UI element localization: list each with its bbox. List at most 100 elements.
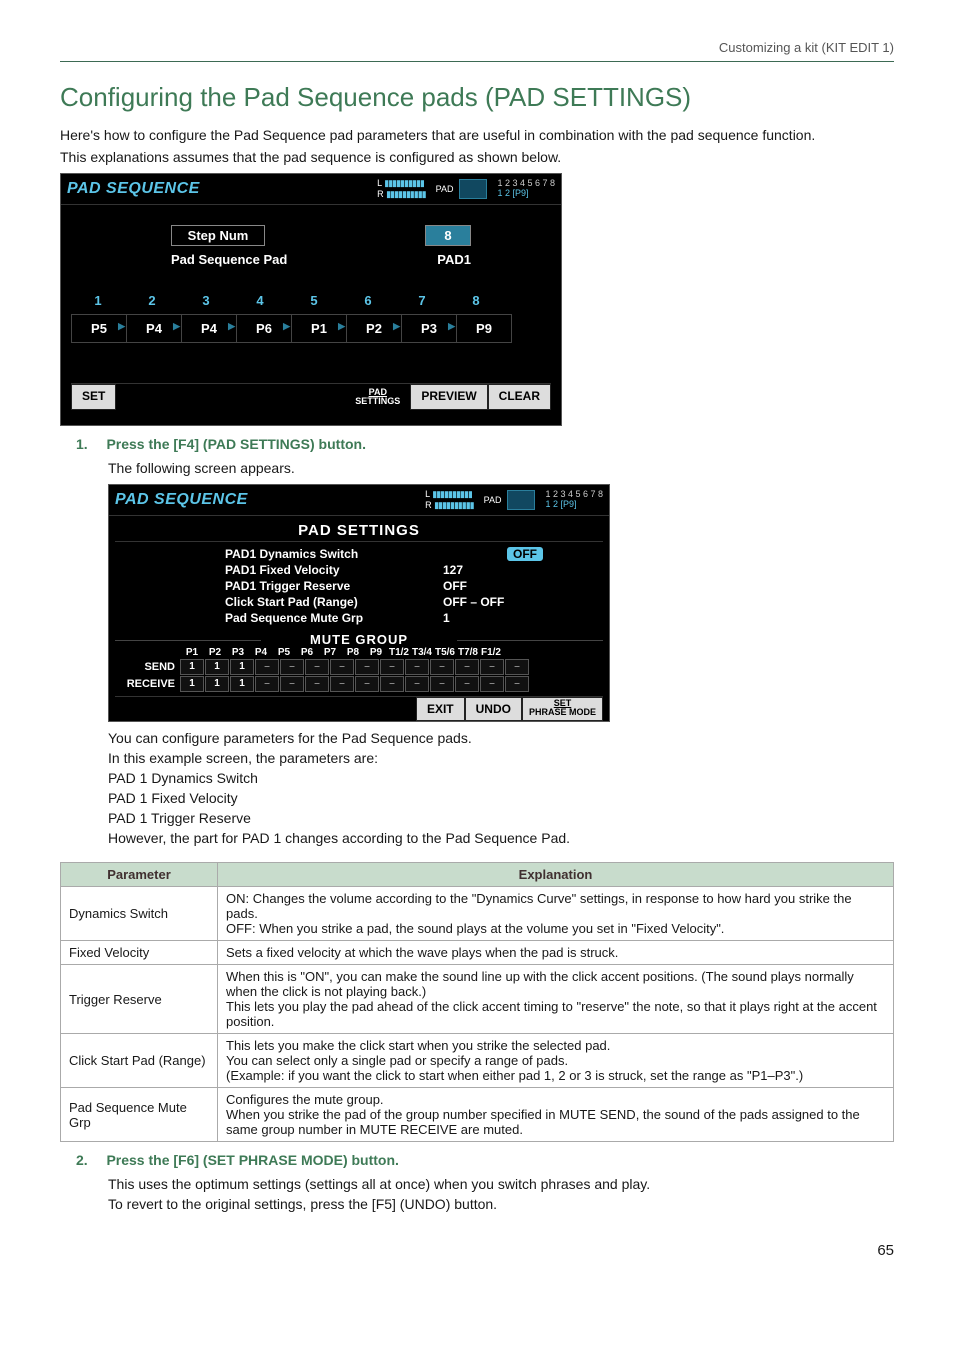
parameter-table: Parameter Explanation Dynamics SwitchON:… [60, 862, 894, 1142]
screenshot-pad-sequence: PAD SEQUENCE L ▮▮▮▮▮▮▮▮▮▮ R ▮▮▮▮▮▮▮▮▮▮ P… [60, 173, 562, 426]
ss2-title: PAD SEQUENCE [115, 491, 248, 509]
mute-cell [380, 676, 404, 692]
running-head: Customizing a kit (KIT EDIT 1) [60, 40, 894, 55]
mute-cell [505, 659, 529, 675]
mute-cell [505, 676, 529, 692]
pad-indicator-label: PAD [436, 184, 454, 194]
step-1-number: 1. [76, 436, 102, 452]
mute-group-grid: P1P2P3P4P5P6P7P8P9T1/2T3/4T5/6T7/8F1/2 S… [115, 647, 603, 692]
mute-cell [455, 659, 479, 675]
mute-cell [380, 659, 404, 675]
mute-cell: 1 [205, 659, 229, 675]
mute-cell [480, 676, 504, 692]
intro-paragraph-1: Here's how to configure the Pad Sequence… [60, 127, 894, 143]
step-value: P4▶ [181, 314, 236, 343]
mute-cell: 1 [180, 659, 204, 675]
mute-cell [305, 676, 329, 692]
mute-cell [405, 676, 429, 692]
mute-cell [255, 676, 279, 692]
mute-cell [330, 676, 354, 692]
after-ss2-p1: You can configure parameters for the Pad… [108, 730, 894, 746]
section-title: Configuring the Pad Sequence pads (PAD S… [60, 82, 894, 113]
step-value: P2▶ [346, 314, 401, 343]
set-phrase-mode-button[interactable]: SET PHRASE MODE [522, 697, 603, 721]
step-value: P9 [456, 314, 512, 343]
after-ss2-p2: In this example screen, the parameters a… [108, 750, 894, 766]
mute-send-label: SEND [115, 661, 179, 673]
param-table-head-expl: Explanation [218, 863, 894, 887]
step-num-label: Step Num [171, 225, 265, 246]
mute-cell [355, 676, 379, 692]
after-ss2-p6: However, the part for PAD 1 changes acco… [108, 830, 894, 846]
step-number: 7 [395, 293, 449, 314]
step-grid: 12345678 P5▶P4▶P4▶P6▶P1▶P2▶P3▶P9 [71, 293, 551, 343]
step-2: 2. Press the [F6] (SET PHRASE MODE) butt… [76, 1152, 894, 1212]
mute-cell [255, 659, 279, 675]
step-value: P3▶ [401, 314, 456, 343]
clear-button[interactable]: CLEAR [488, 384, 551, 410]
meter-l-bars: ▮▮▮▮▮▮▮▮▮▮ [384, 178, 424, 188]
mute-cell [455, 676, 479, 692]
ss2-setting-row: Pad Sequence Mute Grp1 [115, 610, 603, 626]
mute-cell: 1 [230, 676, 254, 692]
step-number: 8 [449, 293, 503, 314]
step-number: 6 [341, 293, 395, 314]
ss2-heading: PAD SETTINGS [115, 520, 603, 541]
meter-l-label: L [377, 178, 382, 188]
mute-receive-label: RECEIVE [115, 678, 179, 690]
mute-cell [355, 659, 379, 675]
mute-cell [430, 659, 454, 675]
mute-cell [330, 659, 354, 675]
set-button[interactable]: SET [71, 384, 116, 410]
step-2-body-2: To revert to the original settings, pres… [108, 1196, 894, 1212]
step-1-following: The following screen appears. [108, 460, 894, 476]
step-value: P4▶ [126, 314, 181, 343]
intro-paragraph-2: This explanations assumes that the pad s… [60, 149, 894, 165]
undo-button[interactable]: UNDO [465, 697, 522, 721]
step-num-value: 8 [425, 225, 471, 246]
table-row: Trigger ReserveWhen this is "ON", you ca… [61, 965, 894, 1034]
mute-cell [280, 659, 304, 675]
step-number: 5 [287, 293, 341, 314]
step-number: 2 [125, 293, 179, 314]
mute-cell [480, 659, 504, 675]
meter-r-bars: ▮▮▮▮▮▮▮▮▮▮ [386, 189, 426, 199]
step-number: 1 [71, 293, 125, 314]
pad-sequence-pad-value: PAD1 [437, 252, 471, 267]
preview-button[interactable]: PREVIEW [410, 384, 487, 410]
mute-cell [280, 676, 304, 692]
table-row: Dynamics SwitchON: Changes the volume ac… [61, 887, 894, 941]
step-value: P1▶ [291, 314, 346, 343]
step-value: P5▶ [71, 314, 126, 343]
ss2-setting-row: PAD1 Trigger ReserveOFF [115, 578, 603, 594]
step-2-body-1: This uses the optimum settings (settings… [108, 1176, 894, 1192]
mute-cell [405, 659, 429, 675]
exit-button[interactable]: EXIT [416, 697, 465, 721]
step-1-title: Press the [F4] (PAD SETTINGS) button. [106, 436, 366, 452]
step-1: 1. Press the [F4] (PAD SETTINGS) button.… [76, 436, 894, 846]
step-number: 4 [233, 293, 287, 314]
pad-settings-button[interactable]: PAD SETTINGS [345, 384, 410, 410]
header-rule [60, 61, 894, 62]
table-row: Click Start Pad (Range)This lets you mak… [61, 1034, 894, 1088]
step-number: 3 [179, 293, 233, 314]
step-value: P6▶ [236, 314, 291, 343]
mute-cell [305, 659, 329, 675]
screenshot-pad-settings: PAD SEQUENCE L ▮▮▮▮▮▮▮▮▮▮ R ▮▮▮▮▮▮▮▮▮▮ P… [108, 484, 610, 722]
step-2-number: 2. [76, 1152, 102, 1168]
meter-r-label: R [377, 189, 384, 199]
after-ss2-p3: PAD 1 Dynamics Switch [108, 770, 894, 786]
mute-group-heading: MUTE GROUP [115, 632, 603, 647]
mute-cell: 1 [180, 676, 204, 692]
mute-cell [430, 676, 454, 692]
step-2-title: Press the [F6] (SET PHRASE MODE) button. [106, 1152, 398, 1168]
ss1-title: PAD SEQUENCE [67, 180, 200, 198]
pad-sequence-pad-label: Pad Sequence Pad [171, 252, 287, 267]
pad-indicator-grid: 1 2 3 4 5 6 7 8 1 2 [P9] [497, 179, 555, 199]
after-ss2-p4: PAD 1 Fixed Velocity [108, 790, 894, 806]
ss2-setting-row: PAD1 Fixed Velocity127 [115, 562, 603, 578]
param-table-head-param: Parameter [61, 863, 218, 887]
page-number: 65 [60, 1242, 894, 1259]
table-row: Fixed VelocitySets a fixed velocity at w… [61, 941, 894, 965]
ss2-setting-row: Click Start Pad (Range)OFF – OFF [115, 594, 603, 610]
